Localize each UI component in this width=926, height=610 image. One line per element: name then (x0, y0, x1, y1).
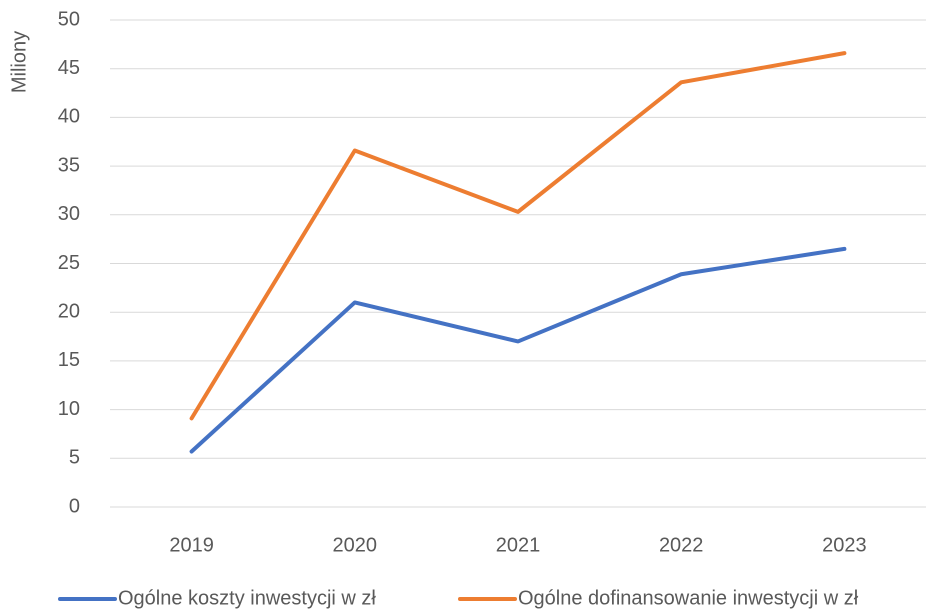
y-tick-label: 15 (58, 349, 80, 371)
x-tick-label: 2020 (333, 534, 378, 556)
y-tick-label: 40 (58, 106, 80, 128)
y-tick-label: 50 (58, 8, 80, 30)
y-tick-label: 5 (69, 447, 80, 469)
series-line (189, 51, 847, 421)
x-tick-label: 2022 (659, 534, 704, 556)
x-tick-label: 2021 (496, 534, 541, 556)
y-tick-label: 25 (58, 252, 80, 274)
y-tick-label: 20 (58, 300, 80, 322)
y-tick-label: 30 (58, 203, 80, 225)
y-tick-label: 45 (58, 57, 80, 79)
series-line (189, 246, 847, 454)
y-tick-label: 35 (58, 154, 80, 176)
y-tick-label: 0 (69, 495, 80, 517)
x-tick-label: 2019 (169, 534, 214, 556)
x-tick-label: 2023 (822, 534, 867, 556)
legend-label: Ogólne dofinansowanie inwestycji w zł (518, 587, 859, 609)
y-axis-label: Miliony (8, 31, 30, 93)
y-tick-label: 10 (58, 398, 80, 420)
legend-label: Ogólne koszty inwestycji w zł (118, 587, 376, 609)
